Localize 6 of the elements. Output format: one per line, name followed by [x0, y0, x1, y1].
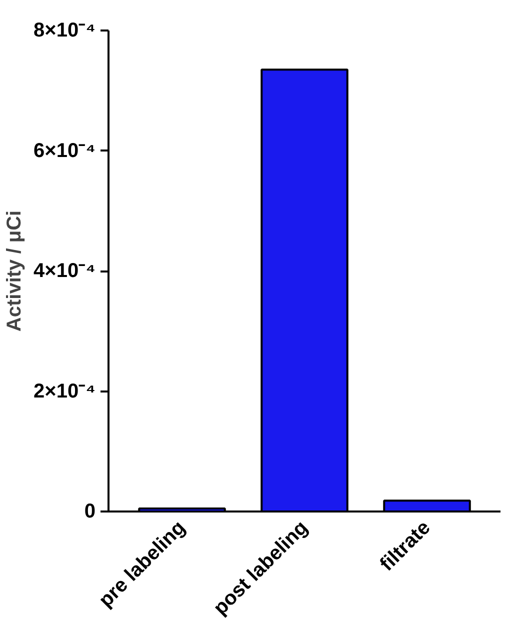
y-axis-title: Activity / μCi [4, 210, 26, 332]
y-tick-label: 6×10⁻⁴ [34, 140, 96, 162]
y-tick-label: 2×10⁻⁴ [34, 380, 96, 402]
y-tick-label: 4×10⁻⁴ [34, 260, 96, 282]
y-tick-label: 0 [84, 500, 96, 522]
y-tick-label: 8×10⁻⁴ [34, 20, 96, 42]
